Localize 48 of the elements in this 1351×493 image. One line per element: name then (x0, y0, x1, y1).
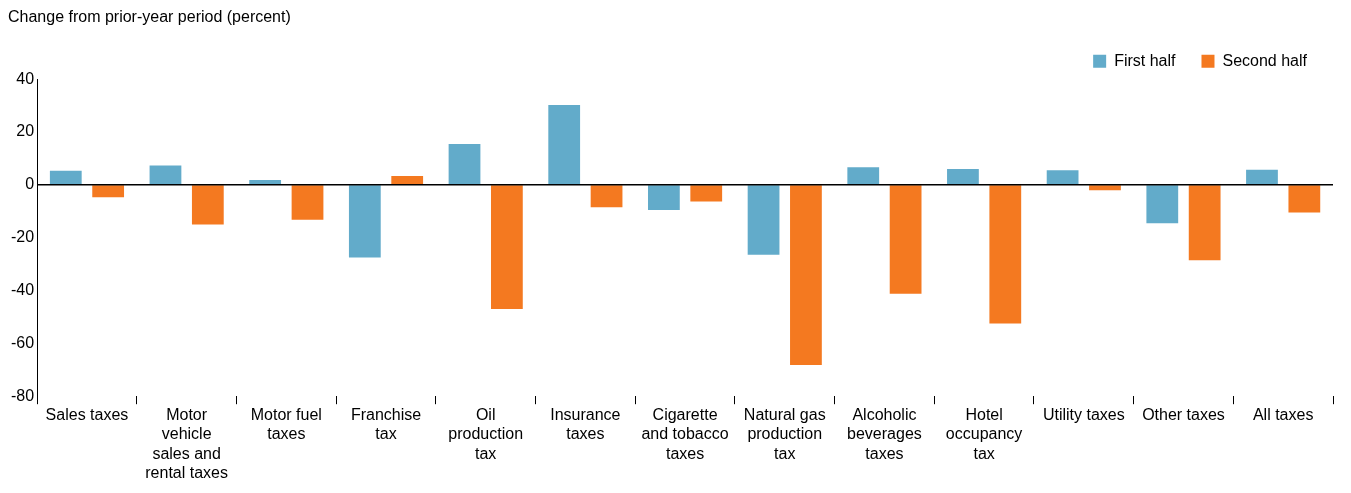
bar (889, 185, 922, 294)
bar (490, 185, 523, 310)
legend-label: Second half (1222, 51, 1308, 69)
bar (249, 180, 282, 185)
x-tick-label: Insurance taxes (550, 406, 621, 443)
x-tick-label: Other taxes (1142, 406, 1225, 424)
x-tick-label: Utility taxes (1042, 406, 1125, 424)
y-tick-label: 40 (16, 69, 35, 87)
x-tick-label: Hotel occupancy tax (945, 406, 1023, 462)
bar (191, 185, 224, 225)
x-tick-label: All taxes (1252, 406, 1314, 424)
bar (391, 175, 424, 185)
x-tick-label: Sales taxes (45, 406, 129, 424)
y-tick-label: -40 (11, 280, 35, 298)
y-tick-label: -80 (11, 386, 35, 404)
bar (548, 105, 581, 185)
bar (1146, 185, 1179, 224)
bar (847, 167, 880, 185)
bar (1246, 169, 1278, 185)
x-tick-label: Franchise tax (350, 406, 422, 443)
bar (1288, 185, 1321, 213)
bar (590, 185, 623, 208)
y-tick-label: 0 (25, 175, 35, 193)
x-tick-label: Natural gas production tax (743, 406, 826, 462)
x-tick-label: Alcoholic beverages taxes (847, 406, 922, 462)
bar (448, 143, 481, 185)
y-axis-title: Change from prior-year period (percent) (8, 8, 291, 26)
bar (92, 185, 125, 198)
y-tick-label: -20 (11, 228, 35, 246)
x-tick-label: Oil production tax (448, 406, 524, 462)
y-tick-label: 20 (16, 122, 35, 140)
bar (1046, 170, 1079, 185)
bar (647, 185, 680, 210)
y-tick-label: -60 (11, 333, 35, 351)
bar (790, 185, 822, 366)
x-tick-label: Motor vehicle sales and rental taxes (145, 406, 229, 481)
bar (947, 169, 979, 185)
bar (348, 185, 381, 258)
x-tick-label: Motor fuel taxes (250, 406, 322, 443)
bar (1188, 185, 1221, 261)
bar (747, 185, 780, 255)
bar (149, 165, 182, 185)
x-tick-label: Cigarette and tobacco taxes (641, 406, 729, 462)
bar (690, 185, 723, 202)
bar (291, 185, 324, 220)
bar (989, 185, 1022, 324)
legend-label: First half (1114, 51, 1177, 69)
bar (49, 170, 82, 185)
